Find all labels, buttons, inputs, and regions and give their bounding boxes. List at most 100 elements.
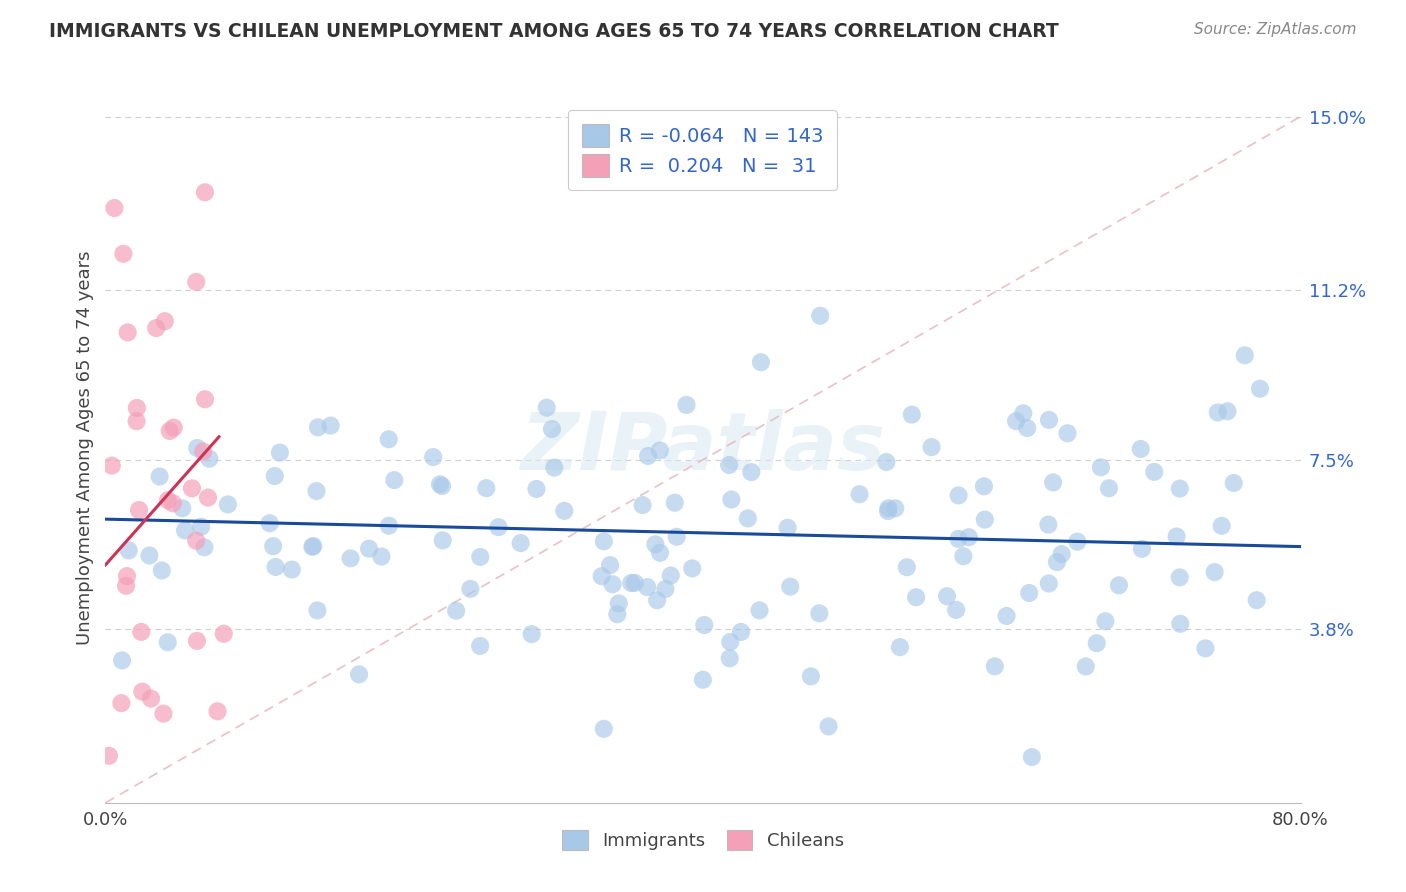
Point	[659, 568, 682, 582]
Point	[131, 684, 153, 698]
Point	[749, 355, 772, 369]
Point	[198, 451, 221, 466]
Point	[339, 551, 361, 566]
Point	[128, 503, 150, 517]
Point	[150, 564, 173, 578]
Point	[357, 541, 380, 556]
Point	[139, 691, 162, 706]
Point	[889, 640, 911, 654]
Point	[125, 414, 148, 428]
Point	[377, 432, 399, 446]
Point	[901, 408, 924, 422]
Point	[665, 530, 688, 544]
Point	[149, 469, 172, 483]
Point	[1166, 529, 1188, 543]
Point	[644, 537, 666, 551]
Point	[1066, 534, 1088, 549]
Point	[607, 596, 630, 610]
Point	[1017, 421, 1039, 435]
Point	[1094, 614, 1116, 628]
Point	[430, 479, 453, 493]
Point	[748, 603, 770, 617]
Point	[156, 493, 179, 508]
Point	[194, 392, 217, 407]
Point	[125, 401, 148, 415]
Point	[675, 398, 697, 412]
Point	[1042, 475, 1064, 490]
Point	[1206, 405, 1229, 419]
Point	[302, 539, 325, 553]
Point	[118, 543, 141, 558]
Point	[973, 512, 995, 526]
Point	[475, 481, 498, 495]
Point	[186, 441, 208, 455]
Point	[984, 659, 1007, 673]
Point	[1050, 547, 1073, 561]
Point	[307, 603, 329, 617]
Point	[194, 186, 217, 200]
Point	[1056, 426, 1078, 441]
Point	[305, 484, 328, 499]
Point	[592, 722, 614, 736]
Point	[193, 444, 215, 458]
Point	[97, 748, 120, 763]
Point	[875, 455, 897, 469]
Point	[186, 533, 208, 548]
Point	[599, 558, 621, 573]
Point	[877, 501, 900, 516]
Point	[602, 577, 624, 591]
Point	[262, 539, 284, 553]
Point	[648, 443, 671, 458]
Point	[186, 275, 208, 289]
Point	[776, 521, 799, 535]
Point	[378, 518, 401, 533]
Point	[217, 498, 239, 512]
Point	[905, 591, 928, 605]
Y-axis label: Unemployment Among Ages 65 to 74 years: Unemployment Among Ages 65 to 74 years	[76, 251, 94, 646]
Point	[159, 424, 181, 438]
Point	[808, 607, 831, 621]
Point	[1168, 570, 1191, 584]
Point	[1098, 481, 1121, 495]
Point	[307, 420, 329, 434]
Point	[553, 504, 575, 518]
Point	[197, 491, 219, 505]
Point	[486, 520, 509, 534]
Point	[541, 422, 564, 436]
Point	[1211, 518, 1233, 533]
Point	[730, 624, 752, 639]
Point	[681, 561, 703, 575]
Point	[460, 582, 482, 596]
Point	[808, 309, 831, 323]
Point	[193, 541, 215, 555]
Point	[921, 440, 943, 454]
Point	[817, 719, 839, 733]
Point	[153, 314, 176, 328]
Point	[620, 576, 643, 591]
Point	[973, 479, 995, 493]
Point	[347, 667, 370, 681]
Point	[957, 530, 980, 544]
Point	[1168, 482, 1191, 496]
Point	[115, 579, 138, 593]
Point	[429, 477, 451, 491]
Point	[138, 549, 160, 563]
Point	[1108, 578, 1130, 592]
Point	[181, 481, 204, 495]
Point	[1012, 406, 1035, 420]
Point	[1216, 404, 1239, 418]
Point	[163, 420, 186, 434]
Point	[432, 533, 454, 548]
Point	[1204, 565, 1226, 579]
Point	[692, 673, 714, 687]
Point	[259, 516, 281, 531]
Point	[1222, 476, 1244, 491]
Point	[526, 482, 548, 496]
Point	[370, 549, 392, 564]
Text: IMMIGRANTS VS CHILEAN UNEMPLOYMENT AMONG AGES 65 TO 74 YEARS CORRELATION CHART: IMMIGRANTS VS CHILEAN UNEMPLOYMENT AMONG…	[49, 22, 1059, 41]
Point	[664, 496, 686, 510]
Point	[948, 532, 970, 546]
Point	[948, 488, 970, 502]
Point	[129, 624, 152, 639]
Point	[110, 696, 132, 710]
